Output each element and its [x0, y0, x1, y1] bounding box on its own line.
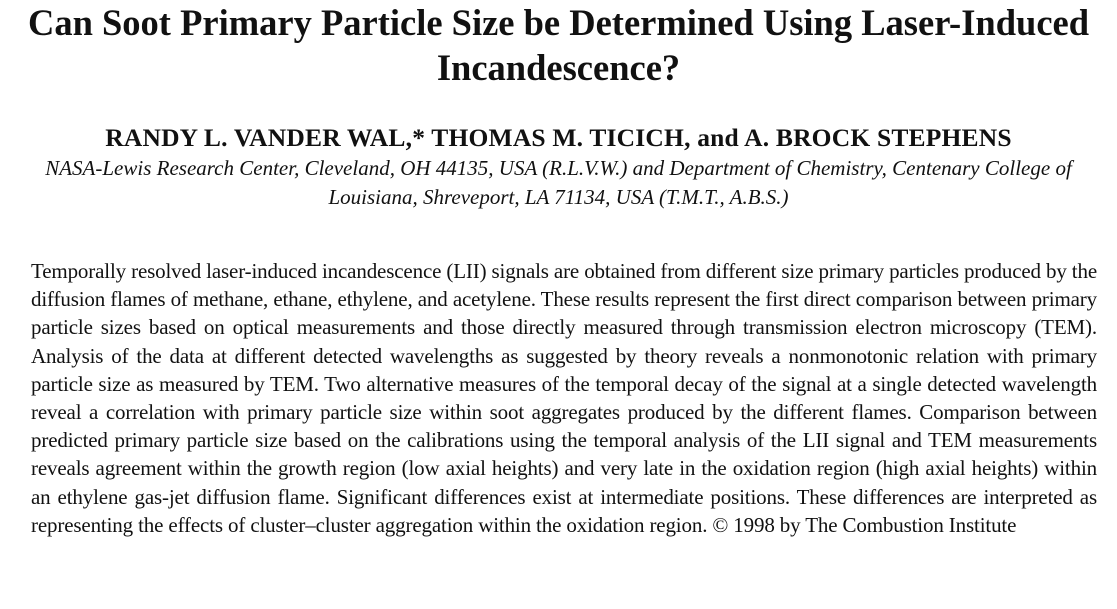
- author-affiliations: NASA-Lewis Research Center, Cleveland, O…: [45, 156, 1072, 209]
- author-list: RANDY L. VANDER WAL,* THOMAS M. TICICH, …: [105, 123, 1012, 152]
- abstract-text: Temporally resolved laser-induced incand…: [31, 259, 1097, 537]
- paper-title: Can Soot Primary Particle Size be Determ…: [27, 2, 1090, 88]
